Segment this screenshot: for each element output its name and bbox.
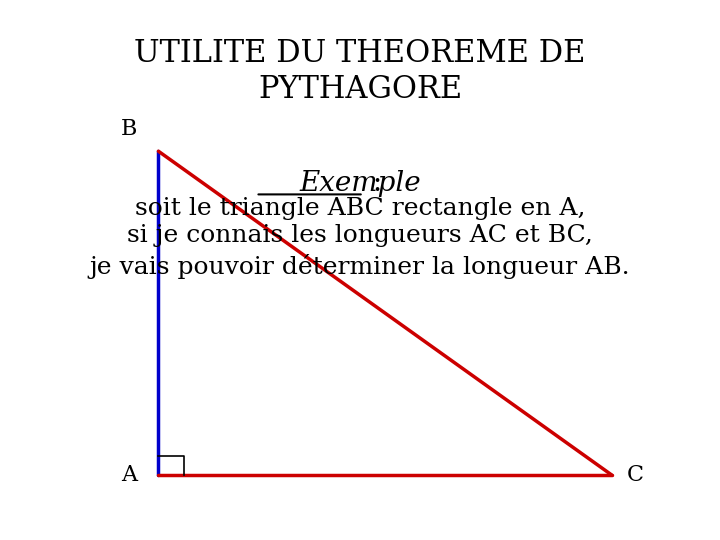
Text: C: C bbox=[626, 464, 644, 486]
Text: A: A bbox=[121, 464, 137, 486]
Text: :: : bbox=[364, 170, 382, 197]
Text: si je connais les longueurs AC et BC,: si je connais les longueurs AC et BC, bbox=[127, 224, 593, 247]
Text: Exemple: Exemple bbox=[300, 170, 420, 197]
Text: UTILITE DU THEOREME DE
PYTHAGORE: UTILITE DU THEOREME DE PYTHAGORE bbox=[134, 38, 586, 105]
Text: soit le triangle ABC rectangle en A,: soit le triangle ABC rectangle en A, bbox=[135, 197, 585, 220]
Text: je vais pouvoir déterminer la longueur AB.: je vais pouvoir déterminer la longueur A… bbox=[90, 254, 630, 279]
Text: B: B bbox=[120, 118, 137, 140]
